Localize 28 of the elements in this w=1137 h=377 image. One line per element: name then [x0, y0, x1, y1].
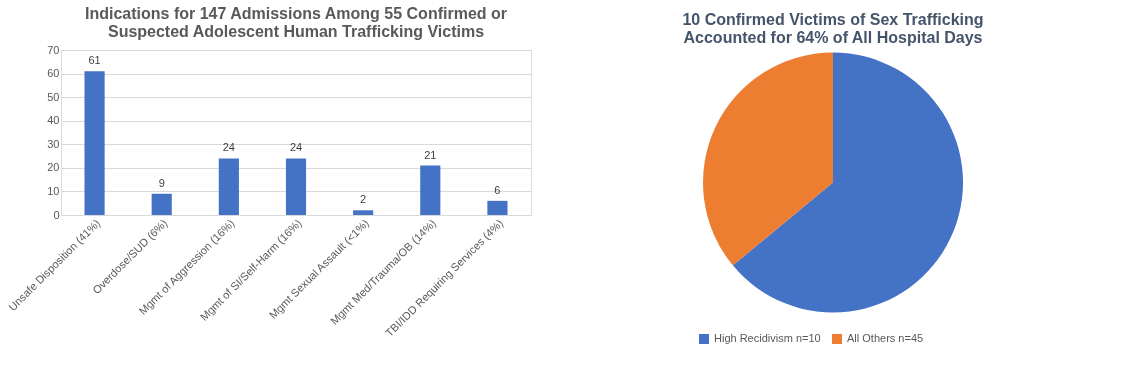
- y-tick-label: 30: [47, 137, 60, 150]
- chart-title: 10 Confirmed Victims of Sex Trafficking Accounted for 64% of All Hospital Days: [682, 11, 984, 46]
- bar: [353, 210, 374, 215]
- bar: [151, 193, 172, 215]
- bar: [420, 165, 441, 215]
- data-label: 6: [494, 183, 501, 196]
- data-label: 9: [158, 176, 165, 189]
- chart-title: Indications for 147 Admissions Among 55 Confirmed or Suspected Adolescent Human Trafficking Victims: [85, 5, 507, 40]
- y-tick-label: 20: [47, 161, 60, 174]
- data-label: 24: [222, 141, 235, 154]
- y-tick-label: 50: [47, 90, 60, 103]
- legend-label: High Recidivism n=10: [714, 332, 821, 344]
- data-label: 21: [424, 148, 437, 161]
- y-tick-label: 60: [47, 67, 60, 80]
- y-tick-label: 0: [53, 208, 60, 221]
- data-label: 2: [360, 193, 367, 206]
- y-tick-label: 40: [47, 114, 60, 127]
- bar: [218, 158, 239, 215]
- bar: [487, 200, 508, 215]
- y-tick-label: 10: [47, 184, 60, 197]
- legend-label: All Others n=45: [847, 332, 924, 344]
- data-label: 61: [88, 54, 101, 67]
- pie-slice: [703, 52, 833, 266]
- data-label: 24: [289, 141, 303, 154]
- pie-slice: [732, 52, 963, 313]
- bar: [84, 71, 105, 215]
- bar: [285, 158, 307, 215]
- y-tick-label: 70: [47, 43, 60, 56]
